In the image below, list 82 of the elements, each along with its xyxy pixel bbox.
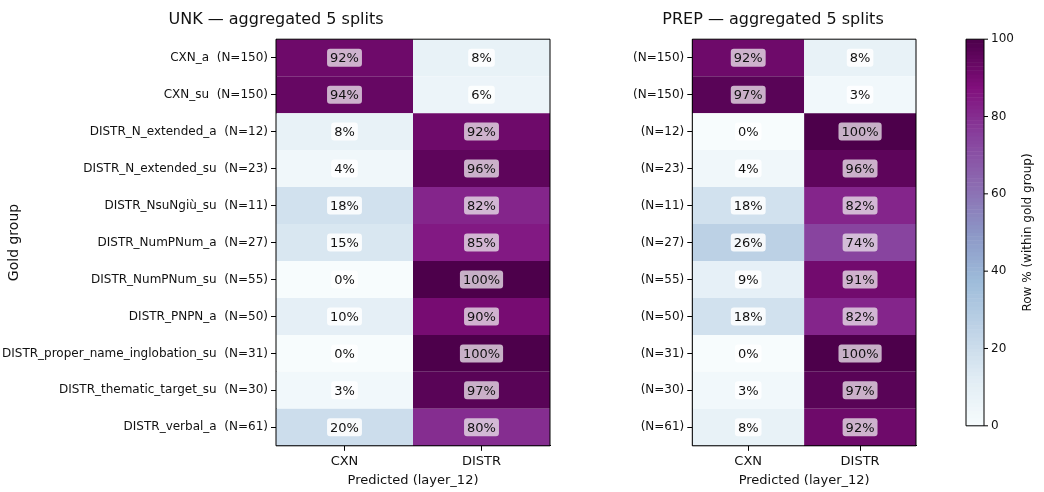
y-tick-label: (N=27) <box>640 234 685 249</box>
data-label: 3% <box>737 382 759 398</box>
chart-title: PREP — aggregated 5 splits <box>662 8 884 28</box>
data-label: 92% <box>733 50 763 66</box>
color-bar-label: 20 <box>991 340 1007 355</box>
data-label: 85% <box>467 234 496 250</box>
y-tick-label: (N=12) <box>640 123 685 138</box>
y-tick-label: (N=30) <box>640 382 685 397</box>
data-label: 96% <box>467 160 496 176</box>
color-bar-label: 40 <box>991 263 1007 278</box>
data-label: 90% <box>467 308 496 324</box>
data-label: 82% <box>845 197 875 213</box>
x-tick-label: CXN <box>330 452 359 468</box>
data-label: 100% <box>841 123 879 139</box>
data-label: 8% <box>334 123 355 139</box>
y-tick-label: DISTR_NumPNum_su (N=55) <box>91 271 268 286</box>
y-tick-label: DISTR_N_extended_a (N=12) <box>89 123 268 138</box>
data-label: 8% <box>849 50 871 66</box>
data-label: 97% <box>467 382 496 398</box>
y-tick-label: (N=31) <box>640 345 685 360</box>
data-label: 4% <box>334 160 355 176</box>
data-label: 3% <box>849 87 871 103</box>
chart-title: UNK — aggregated 5 splits <box>168 8 384 28</box>
y-tick-label: DISTR_NsuNgiù_su (N=11) <box>104 197 268 212</box>
data-label: 82% <box>467 197 496 213</box>
data-label: 20% <box>330 419 359 435</box>
data-label: 4% <box>737 160 759 176</box>
data-label: 9% <box>737 271 759 287</box>
y-tick-label: (N=150) <box>632 86 685 101</box>
y-tick-label: (N=50) <box>640 308 685 323</box>
x-axis-title: Predicted (layer_12) <box>347 471 479 487</box>
x-tick-label: DISTR <box>461 452 502 468</box>
y-tick-label: DISTR_PNPN_a (N=50) <box>128 308 268 323</box>
data-label: 94% <box>330 87 359 103</box>
data-label: 8% <box>737 419 759 435</box>
x-axis-title: Predicted (layer_12) <box>738 471 870 487</box>
data-label: 6% <box>471 87 492 103</box>
y-tick-label: DISTR_proper_name_inglobation_su (N=31) <box>2 345 268 360</box>
y-tick-label: (N=150) <box>632 49 685 64</box>
data-label: 80% <box>467 419 496 435</box>
data-label: 92% <box>845 419 875 435</box>
data-label: 18% <box>733 308 763 324</box>
x-tick-label: DISTR <box>840 452 880 468</box>
y-tick-label: (N=23) <box>640 160 685 175</box>
data-label: 10% <box>330 308 359 324</box>
y-tick-label: DISTR_verbal_a (N=61) <box>123 419 268 434</box>
y-tick-label: DISTR_N_extended_su (N=23) <box>83 160 268 175</box>
data-label: 100% <box>841 345 879 361</box>
data-label: 3% <box>334 382 355 398</box>
data-label: 18% <box>733 197 763 213</box>
y-tick-label: (N=55) <box>640 271 685 286</box>
data-label: 92% <box>467 123 496 139</box>
data-label: 96% <box>845 160 875 176</box>
color-bar-title: Row % (within gold group) <box>1020 153 1035 312</box>
data-label: 0% <box>334 345 355 361</box>
data-label: 97% <box>733 87 763 103</box>
data-label: 8% <box>471 50 492 66</box>
data-label: 91% <box>845 271 875 287</box>
data-label: 82% <box>845 308 875 324</box>
y-tick-label: CXN_a (N=150) <box>170 49 268 64</box>
data-label: 92% <box>330 50 359 66</box>
data-label: 100% <box>462 345 501 361</box>
data-label: 100% <box>462 271 501 287</box>
data-label: 26% <box>733 234 763 250</box>
y-axis-title: Gold group <box>5 203 22 282</box>
data-label: 15% <box>330 234 359 250</box>
data-label: 97% <box>845 382 875 398</box>
color-bar-label: 0 <box>991 417 999 432</box>
data-label: 0% <box>334 271 355 287</box>
data-label: 18% <box>330 197 359 213</box>
data-label: 0% <box>737 123 759 139</box>
data-label: 74% <box>845 234 875 250</box>
y-tick-label: DISTR_thematic_target_su (N=30) <box>58 382 268 397</box>
data-label: 0% <box>737 345 759 361</box>
color-bar-label: 60 <box>991 185 1007 200</box>
y-tick-label: (N=11) <box>640 197 685 212</box>
x-tick-label: CXN <box>734 452 763 468</box>
y-tick-label: CXN_su (N=150) <box>163 86 268 101</box>
color-bar-label: 100 <box>991 31 1014 46</box>
y-tick-label: (N=61) <box>640 419 685 434</box>
y-tick-label: DISTR_NumPNum_a (N=27) <box>97 234 268 249</box>
color-bar-label: 80 <box>991 108 1007 123</box>
